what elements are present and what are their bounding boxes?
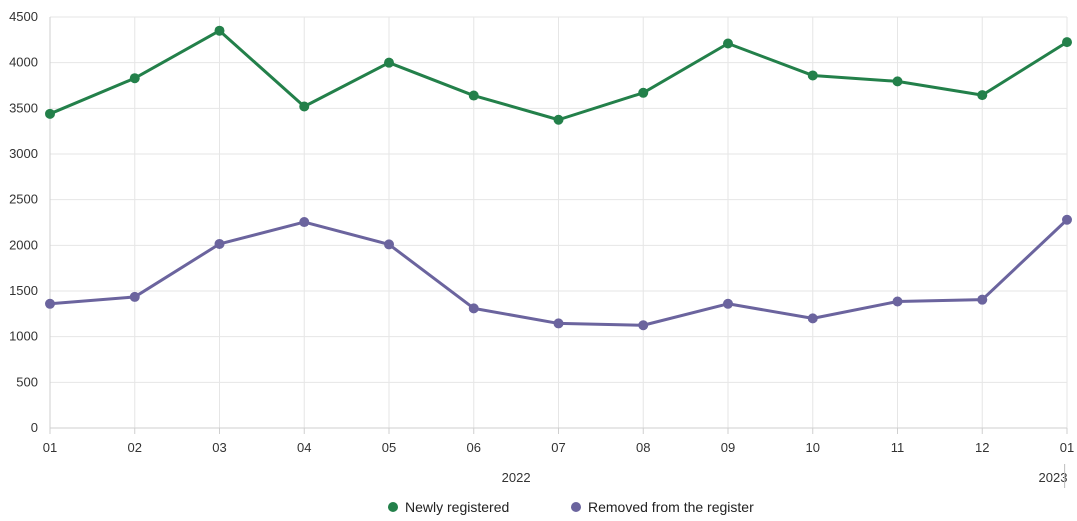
- legend-label: Removed from the register: [588, 499, 754, 515]
- y-tick-label: 1500: [9, 283, 38, 298]
- data-point[interactable]: [977, 294, 988, 305]
- data-point[interactable]: [723, 298, 733, 309]
- data-point[interactable]: [807, 313, 818, 324]
- y-tick-label: 2500: [9, 192, 38, 207]
- y-tick-label: 0: [31, 420, 38, 435]
- y-tick-label: 4500: [9, 9, 38, 24]
- data-point[interactable]: [299, 101, 310, 112]
- x-tick-label: 11: [891, 440, 905, 455]
- x-tick-label: 08: [636, 440, 650, 455]
- x-tick-label: 05: [382, 440, 396, 455]
- data-point[interactable]: [977, 90, 988, 101]
- data-point[interactable]: [384, 57, 394, 68]
- grid-layer: [49, 16, 1068, 428]
- data-point[interactable]: [45, 108, 55, 119]
- x-tick-label: 12: [975, 440, 989, 455]
- x-tick-label: 03: [212, 440, 226, 455]
- data-point[interactable]: [214, 25, 225, 36]
- legend-label: Newly registered: [405, 499, 509, 515]
- data-point[interactable]: [1062, 37, 1072, 48]
- data-point[interactable]: [892, 296, 903, 307]
- x-tick-label: 01: [1060, 440, 1074, 455]
- data-point[interactable]: [553, 114, 564, 125]
- data-point[interactable]: [892, 76, 903, 87]
- legend-swatch: [571, 502, 581, 512]
- y-tick-label: 4000: [9, 55, 38, 70]
- legend-item-0[interactable]: Newly registered: [388, 499, 509, 515]
- x-tick-label: 09: [721, 440, 735, 455]
- data-point[interactable]: [45, 298, 55, 309]
- x-tick-label: 10: [806, 440, 820, 455]
- y-tick-label: 3000: [9, 146, 38, 161]
- legend-swatch: [388, 502, 398, 512]
- x-tick-label: 06: [467, 440, 481, 455]
- data-point[interactable]: [1062, 214, 1072, 225]
- data-point[interactable]: [468, 303, 479, 314]
- data-point[interactable]: [553, 318, 564, 329]
- data-point[interactable]: [468, 90, 479, 101]
- y-tick-label: 500: [16, 374, 38, 389]
- x-tick-label: 01: [43, 440, 57, 455]
- y-tick-label: 1000: [9, 329, 38, 344]
- data-point[interactable]: [129, 291, 140, 302]
- year-group-label: 2023: [1039, 470, 1068, 485]
- data-point[interactable]: [299, 217, 310, 228]
- data-point[interactable]: [214, 238, 225, 249]
- legend[interactable]: Newly registered Removed from the registe…: [388, 499, 754, 515]
- axis-layer: 0 500 1000 1500 2000 2500 3000 3500 4000 4500 01 02…: [9, 9, 1074, 488]
- year-group-label: 2022: [502, 470, 531, 485]
- y-tick-label: 3500: [9, 100, 38, 115]
- x-tick-label: 02: [128, 440, 142, 455]
- data-point[interactable]: [638, 320, 649, 331]
- data-point[interactable]: [384, 239, 394, 250]
- y-tick-label: 2000: [9, 237, 38, 252]
- x-tick-label: 07: [551, 440, 565, 455]
- data-point[interactable]: [807, 70, 818, 81]
- legend-item-1[interactable]: Removed from the register: [571, 499, 754, 515]
- x-tick-label: 04: [297, 440, 311, 455]
- series-layer: [45, 25, 1072, 331]
- data-point[interactable]: [723, 38, 733, 49]
- data-point[interactable]: [129, 73, 140, 84]
- data-point[interactable]: [638, 87, 649, 98]
